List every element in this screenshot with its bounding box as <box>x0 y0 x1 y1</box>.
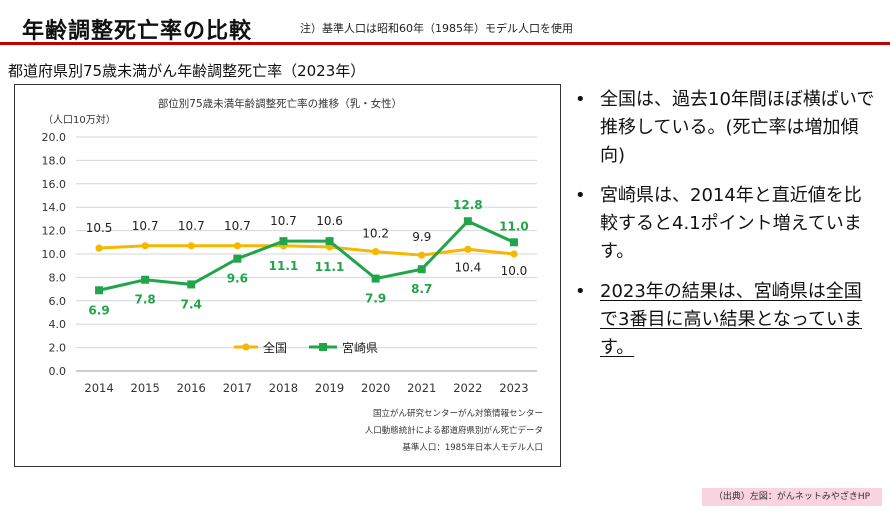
data-point <box>141 275 150 284</box>
bullet-marker: • <box>575 89 586 110</box>
x-tick-label: 2021 <box>407 381 436 395</box>
data-label-national: 10.7 <box>178 219 205 233</box>
y-tick-label: 8.0 <box>49 271 67 284</box>
data-label-miyazaki: 6.9 <box>88 303 109 317</box>
bullet-text: 宮崎県は、2014年と直近値を比較すると4.1ポイント増えています。 <box>600 185 862 262</box>
bullet-marker: • <box>575 185 586 206</box>
data-label-national: 10.0 <box>501 264 528 278</box>
data-label-miyazaki: 7.8 <box>135 293 156 307</box>
mortality-line-chart: 部位別75歳未満年齢調整死亡率の推移（乳・女性） （人口10万対） 20.0 18.0… <box>42 97 544 453</box>
data-point <box>141 242 149 250</box>
x-tick-label: 2019 <box>315 381 344 395</box>
series-line-miyazaki <box>98 219 515 292</box>
y-tick-label: 12.0 <box>42 225 67 238</box>
y-tick-label: 2.0 <box>49 342 67 355</box>
data-label-miyazaki: 7.4 <box>181 297 202 311</box>
data-label-national: 10.2 <box>362 227 389 241</box>
data-point <box>325 243 334 251</box>
data-label-national: 9.9 <box>412 230 431 244</box>
x-tick-label: 2020 <box>361 381 390 395</box>
title-note: 注）基準人口は昭和60年（1985年）モデル人口を使用 <box>300 22 573 35</box>
x-tick-label: 2014 <box>84 381 113 395</box>
x-tick-label: 2016 <box>177 381 206 395</box>
data-point <box>372 248 380 256</box>
bullet-text: 全国は、過去10年間ほぼ横ばいで推移している。(死亡率は増加傾向) <box>600 89 875 166</box>
summary-bullet: • 宮崎県は、2014年と直近値を比較すると4.1ポイント増えています。 <box>573 182 879 266</box>
y-tick-label: 14.0 <box>42 201 67 214</box>
legend-label-national: 全国 <box>263 340 287 355</box>
data-label-miyazaki: 12.8 <box>453 198 483 212</box>
x-tick-label: 2018 <box>269 381 298 395</box>
y-tick-label: 18.0 <box>42 154 67 167</box>
data-label-miyazaki: 9.6 <box>227 272 248 286</box>
data-point <box>417 265 426 274</box>
y-tick-label: 6.0 <box>49 295 67 308</box>
data-point <box>509 238 518 247</box>
chart-frame: 部位別75歳未満年齢調整死亡率の推移（乳・女性） （人口10万対） 20.0 18.0… <box>14 84 561 467</box>
y-tick-label: 20.0 <box>42 131 67 144</box>
summary-bullet: • 2023年の結果は、宮崎県は全国で3番目に高い結果となっています。 <box>573 278 879 362</box>
chart-title: 部位別75歳未満年齢調整死亡率の推移（乳・女性） <box>158 97 402 110</box>
chart-source-note: 国立がん研究センターがん対策情報センター <box>373 408 543 419</box>
data-label-miyazaki: 11.0 <box>499 219 529 233</box>
data-label-national: 10.7 <box>132 219 159 233</box>
data-label-miyazaki: 11.1 <box>315 260 345 274</box>
y-tick-label: 4.0 <box>49 318 67 331</box>
x-tick-label: 2023 <box>499 381 528 395</box>
chart-source-note: 基準人口：1985年日本人モデル人口 <box>402 442 543 453</box>
legend-marker-national <box>242 343 250 351</box>
summary-bullet: • 全国は、過去10年間ほぼ横ばいで推移している。(死亡率は増加傾向) <box>573 86 879 170</box>
data-point <box>325 237 334 246</box>
y-tick-label: 16.0 <box>42 178 67 191</box>
legend-label-miyazaki: 宮崎県 <box>342 340 378 355</box>
data-point <box>233 242 241 250</box>
data-point <box>371 274 380 283</box>
data-point <box>95 286 104 295</box>
data-point <box>464 245 472 253</box>
data-label-national: 10.6 <box>316 214 343 228</box>
x-tick-label: 2017 <box>223 381 252 395</box>
y-axis-label: （人口10万対） <box>43 113 116 126</box>
data-point <box>187 280 196 289</box>
data-point <box>418 251 426 259</box>
x-tick-label: 2015 <box>131 381 160 395</box>
chart-source-note: 人口動態統計による都道府県別がん死亡データ <box>365 425 543 436</box>
bullet-marker: • <box>575 281 586 302</box>
data-point <box>95 244 103 252</box>
summary-bullets: • 全国は、過去10年間ほぼ横ばいで推移している。(死亡率は増加傾向) • 宮崎県は、… <box>573 86 879 374</box>
data-point <box>233 254 242 263</box>
y-tick-label: 0.0 <box>49 365 67 378</box>
data-point <box>463 217 472 226</box>
series-line-national <box>98 244 515 257</box>
data-label-miyazaki: 11.1 <box>269 259 299 273</box>
data-point <box>187 242 195 250</box>
x-tick-label: 2022 <box>453 381 482 395</box>
chart-section-subtitle: 都道府県別75歳未満がん年齢調整死亡率（2023年） <box>8 62 366 80</box>
data-point <box>279 237 288 246</box>
y-tick-label: 10.0 <box>42 248 67 261</box>
data-label-national: 10.4 <box>454 260 481 274</box>
data-label-national: 10.7 <box>224 219 251 233</box>
page-title: 年齢調整死亡率の比較 <box>22 19 253 44</box>
data-label-miyazaki: 8.7 <box>411 282 432 296</box>
title-divider <box>0 42 890 45</box>
data-label-national: 10.7 <box>270 214 297 228</box>
bullet-text: 2023年の結果は、宮崎県は全国で3番目に高い結果となっています。 <box>600 281 863 358</box>
source-citation: （出典）左図：がんネットみやざきHP <box>702 488 882 506</box>
data-point <box>510 250 518 258</box>
legend-marker-miyazaki <box>319 343 327 351</box>
data-label-miyazaki: 7.9 <box>365 292 386 306</box>
data-label-national: 10.5 <box>86 221 113 235</box>
